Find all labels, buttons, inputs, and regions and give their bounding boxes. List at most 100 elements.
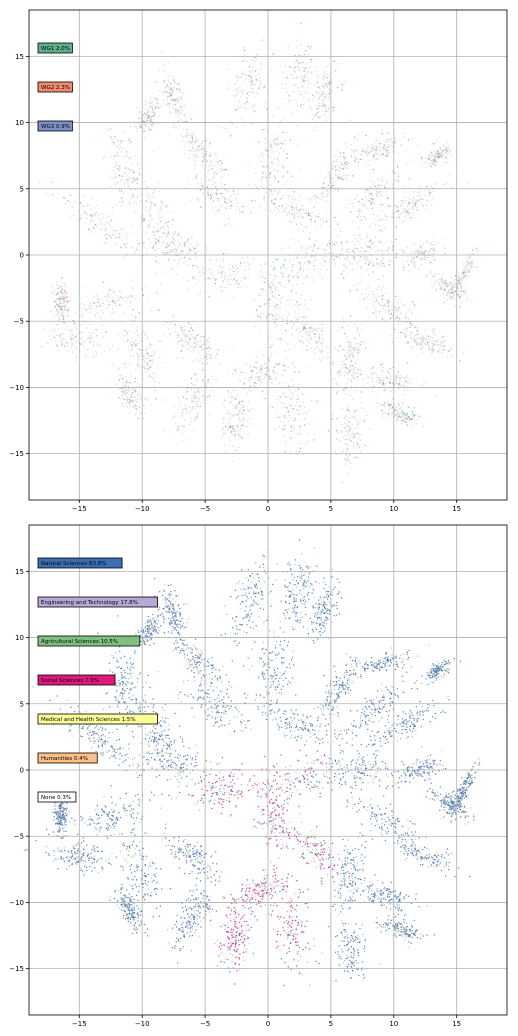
scatter-point [348,346,350,348]
scatter-point [236,283,238,285]
scatter-point [310,399,312,401]
scatter-point [157,106,159,108]
scatter-point [273,203,275,205]
scatter-point [274,363,277,365]
scatter-point [116,334,119,336]
scatter-point [194,154,196,156]
scatter-point [382,180,384,182]
scatter-point [302,341,304,343]
scatter-point [126,399,128,401]
scatter-point [283,392,285,394]
scatter-point [314,269,316,271]
scatter-point [412,258,414,260]
scatter-point [193,397,195,399]
scatter-point [213,277,215,279]
scatter-point [137,383,140,385]
scatter-point [197,199,199,201]
scatter-point [363,298,365,300]
scatter-point [236,74,238,76]
scatter-point [217,161,219,163]
scatter-point [61,289,63,291]
scatter-point [345,358,347,360]
scatter-point [442,280,444,283]
scatter-point [172,237,174,239]
scatter-point [58,349,60,351]
scatter-point [205,396,207,398]
scatter-point [260,160,262,162]
scatter-point [382,275,385,277]
scatter-point [347,325,349,327]
scatter-point [332,361,334,364]
scatter-point [99,317,102,319]
scatter-point [389,316,391,318]
scatter-point [327,108,329,110]
scatter-point [364,150,366,152]
scatter-point [305,210,307,212]
scatter-point [156,102,158,104]
scatter-point [181,412,183,414]
scatter-point [344,427,346,429]
scatter-point [303,213,305,215]
scatter-point [59,298,61,300]
scatter-point [425,344,427,346]
scatter-point [113,166,116,168]
scatter-point [196,241,198,243]
scatter-point [248,263,250,265]
scatter-point [402,331,404,334]
scatter-point [342,157,345,159]
scatter-point [150,207,152,209]
scatter-point [395,317,397,319]
scatter-point [110,138,112,140]
scatter-point [476,266,478,268]
scatter-point [64,291,66,293]
scatter-point [335,454,337,456]
scatter-point [202,395,204,397]
scatter-point [380,191,382,193]
scatter-point [231,205,233,207]
scatter-point [335,169,337,171]
scatter-point [284,259,286,261]
scatter-point [215,354,218,356]
scatter-point [61,314,63,316]
scatter-point [52,292,54,294]
scatter-point [57,287,59,289]
scatter-point [109,297,111,299]
scatter-point [148,120,150,122]
scatter-point [385,219,387,221]
scatter-point [153,230,155,232]
scatter-point [232,123,234,125]
scatter-point [127,389,129,391]
scatter-point [438,153,440,155]
scatter-point [316,400,318,402]
scatter-point [164,232,166,234]
scatter-point [300,44,302,46]
scatter-point [408,200,410,202]
scatter-point [423,256,425,258]
scatter-point [396,380,398,382]
scatter-point [446,283,448,285]
scatter-point [207,362,209,364]
scatter-point [102,312,104,314]
scatter-point [302,79,304,81]
scatter-point [180,350,182,352]
scatter-point [154,380,156,382]
scatter-point [277,181,279,183]
scatter-point [269,176,271,179]
scatter-point [402,251,404,253]
scatter-point [140,116,142,118]
scatter-point [372,222,374,224]
scatter-point [250,70,253,72]
scatter-point [428,189,430,191]
scatter-point [225,202,228,204]
scatter-point [434,275,436,277]
scatter-point [232,396,234,398]
scatter-point [319,349,321,351]
scatter-point [394,142,396,144]
scatter-point [411,417,413,420]
scatter-point [72,214,75,216]
scatter-point [350,360,352,362]
scatter-point [278,294,280,296]
scatter-point [222,193,224,195]
scatter-point [421,384,423,386]
scatter-point [450,282,452,284]
